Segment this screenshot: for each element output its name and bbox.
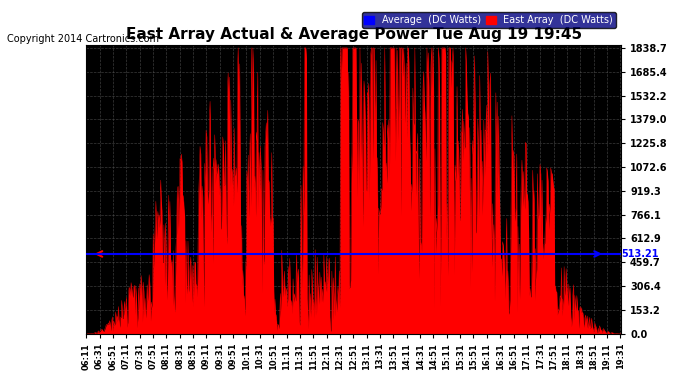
Text: 513.21: 513.21 bbox=[621, 249, 658, 259]
Legend: Average  (DC Watts), East Array  (DC Watts): Average (DC Watts), East Array (DC Watts… bbox=[362, 12, 616, 28]
Title: East Array Actual & Average Power Tue Aug 19 19:45: East Array Actual & Average Power Tue Au… bbox=[126, 27, 582, 42]
Text: Copyright 2014 Cartronics.com: Copyright 2014 Cartronics.com bbox=[7, 34, 159, 44]
